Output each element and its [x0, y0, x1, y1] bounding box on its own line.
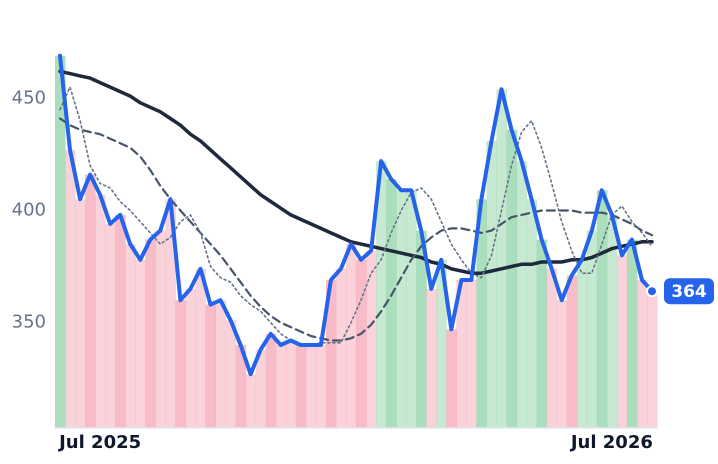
area-bar — [175, 300, 186, 428]
area-bar — [516, 161, 528, 428]
area-bar — [446, 329, 457, 428]
area-bar — [356, 259, 367, 428]
area-bar — [145, 239, 156, 428]
area-bar — [65, 149, 76, 429]
last-value-label: 364 — [671, 282, 707, 302]
series-line — [58, 117, 654, 342]
area-bar — [526, 199, 538, 428]
area-bar — [215, 300, 227, 428]
area-bar — [556, 300, 568, 428]
area-bar — [436, 259, 447, 428]
area-bar — [255, 349, 267, 428]
area-bar — [54, 55, 66, 428]
area-bar — [295, 345, 307, 428]
area-bar — [406, 190, 417, 428]
axes: 350 400 450 Jul 2025 Jul 2026 364 — [12, 87, 714, 453]
area-bar — [205, 304, 217, 428]
area-bar — [476, 199, 487, 428]
area-bar — [496, 89, 508, 429]
area-bar — [305, 345, 317, 428]
area-bar — [345, 244, 357, 428]
area-bar — [606, 214, 618, 428]
area-bar — [566, 275, 578, 428]
area-bar — [386, 179, 397, 428]
y-tick-label: 350 — [12, 312, 46, 333]
y-tick-label: 400 — [12, 199, 46, 220]
area-bar — [396, 190, 407, 428]
area-bar — [225, 320, 237, 428]
area-bar — [235, 345, 247, 428]
area-bar — [105, 223, 116, 428]
area-bar — [586, 230, 598, 428]
area-bar — [335, 268, 347, 428]
series-line — [58, 69, 654, 275]
area-bar — [75, 199, 86, 428]
area-bar — [546, 268, 558, 428]
last-point — [646, 285, 658, 298]
last-value-badge — [664, 278, 714, 305]
y-tick-label: 450 — [12, 87, 46, 108]
area-bar — [315, 345, 327, 428]
area-bar — [285, 340, 297, 428]
area-bar — [616, 255, 628, 428]
x-tick-label: Jul 2026 — [569, 432, 653, 453]
area-bar — [466, 279, 477, 428]
area-bar — [506, 129, 518, 428]
area-bar — [626, 239, 638, 428]
area-bar — [275, 345, 287, 428]
area-bar — [155, 230, 166, 428]
area-bar — [426, 288, 437, 428]
area-bar — [165, 199, 176, 428]
series-line — [59, 86, 653, 346]
area-bar — [195, 268, 206, 428]
x-tick-label: Jul 2025 — [57, 432, 141, 453]
area-bar — [95, 194, 106, 428]
area-bar — [85, 174, 96, 428]
area-bar — [135, 259, 146, 428]
series-line — [58, 53, 654, 377]
area-bar — [325, 279, 337, 428]
shading — [54, 55, 658, 429]
area-bar — [265, 333, 277, 428]
area-bar — [416, 230, 427, 428]
area-bar — [536, 239, 548, 428]
area-bar — [115, 214, 126, 428]
area-bar — [596, 190, 608, 428]
area-bar — [366, 250, 377, 428]
area-bar — [576, 259, 588, 428]
area-bar — [646, 291, 658, 428]
lines — [58, 53, 654, 377]
area-bar — [636, 279, 648, 428]
area-bar — [456, 279, 467, 428]
area-bar — [185, 288, 196, 428]
area-bar — [245, 374, 257, 428]
area-bar — [376, 161, 387, 428]
area-bar — [125, 244, 136, 428]
area-bar — [486, 140, 497, 428]
